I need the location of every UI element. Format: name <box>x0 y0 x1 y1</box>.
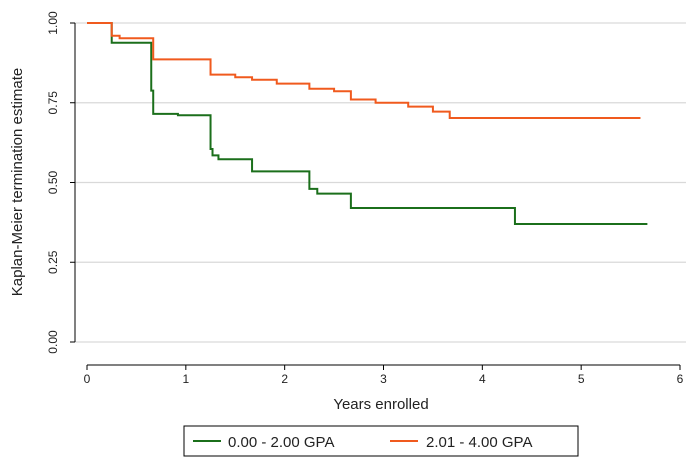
x-axis-title: Years enrolled <box>333 396 428 413</box>
y-tick-label: 0.25 <box>46 250 60 274</box>
grid-layer <box>75 22 686 343</box>
y-tick-label: 0.50 <box>46 170 60 194</box>
y-tick-label: 0.00 <box>46 330 60 354</box>
legend-label-series-2: 2.01 - 4.00 GPA <box>426 434 532 451</box>
series-line-1 <box>87 22 648 225</box>
legend: 0.00 - 2.00 GPA 2.01 - 4.00 GPA <box>183 425 579 457</box>
legend-box <box>183 425 579 457</box>
x-tick-label: 4 <box>479 372 486 386</box>
x-tick-label: 3 <box>380 372 387 386</box>
axis-layer: 0.00 0.25 0.50 0.75 1.00 0 1 2 3 4 5 6 <box>46 11 684 386</box>
x-tick-label: 1 <box>182 372 189 386</box>
y-axis-title: Kaplan-Meier termination estimate <box>9 68 26 296</box>
x-tick-label: 0 <box>84 372 91 386</box>
x-tick-label: 6 <box>677 372 684 386</box>
y-tick-label: 0.75 <box>46 91 60 115</box>
series-layer <box>87 22 648 225</box>
legend-label-series-1: 0.00 - 2.00 GPA <box>228 434 334 451</box>
series-line-2 <box>87 22 641 120</box>
x-tick-label: 5 <box>578 372 585 386</box>
x-tick-label: 2 <box>281 372 288 386</box>
y-tick-label: 1.00 <box>46 11 60 35</box>
